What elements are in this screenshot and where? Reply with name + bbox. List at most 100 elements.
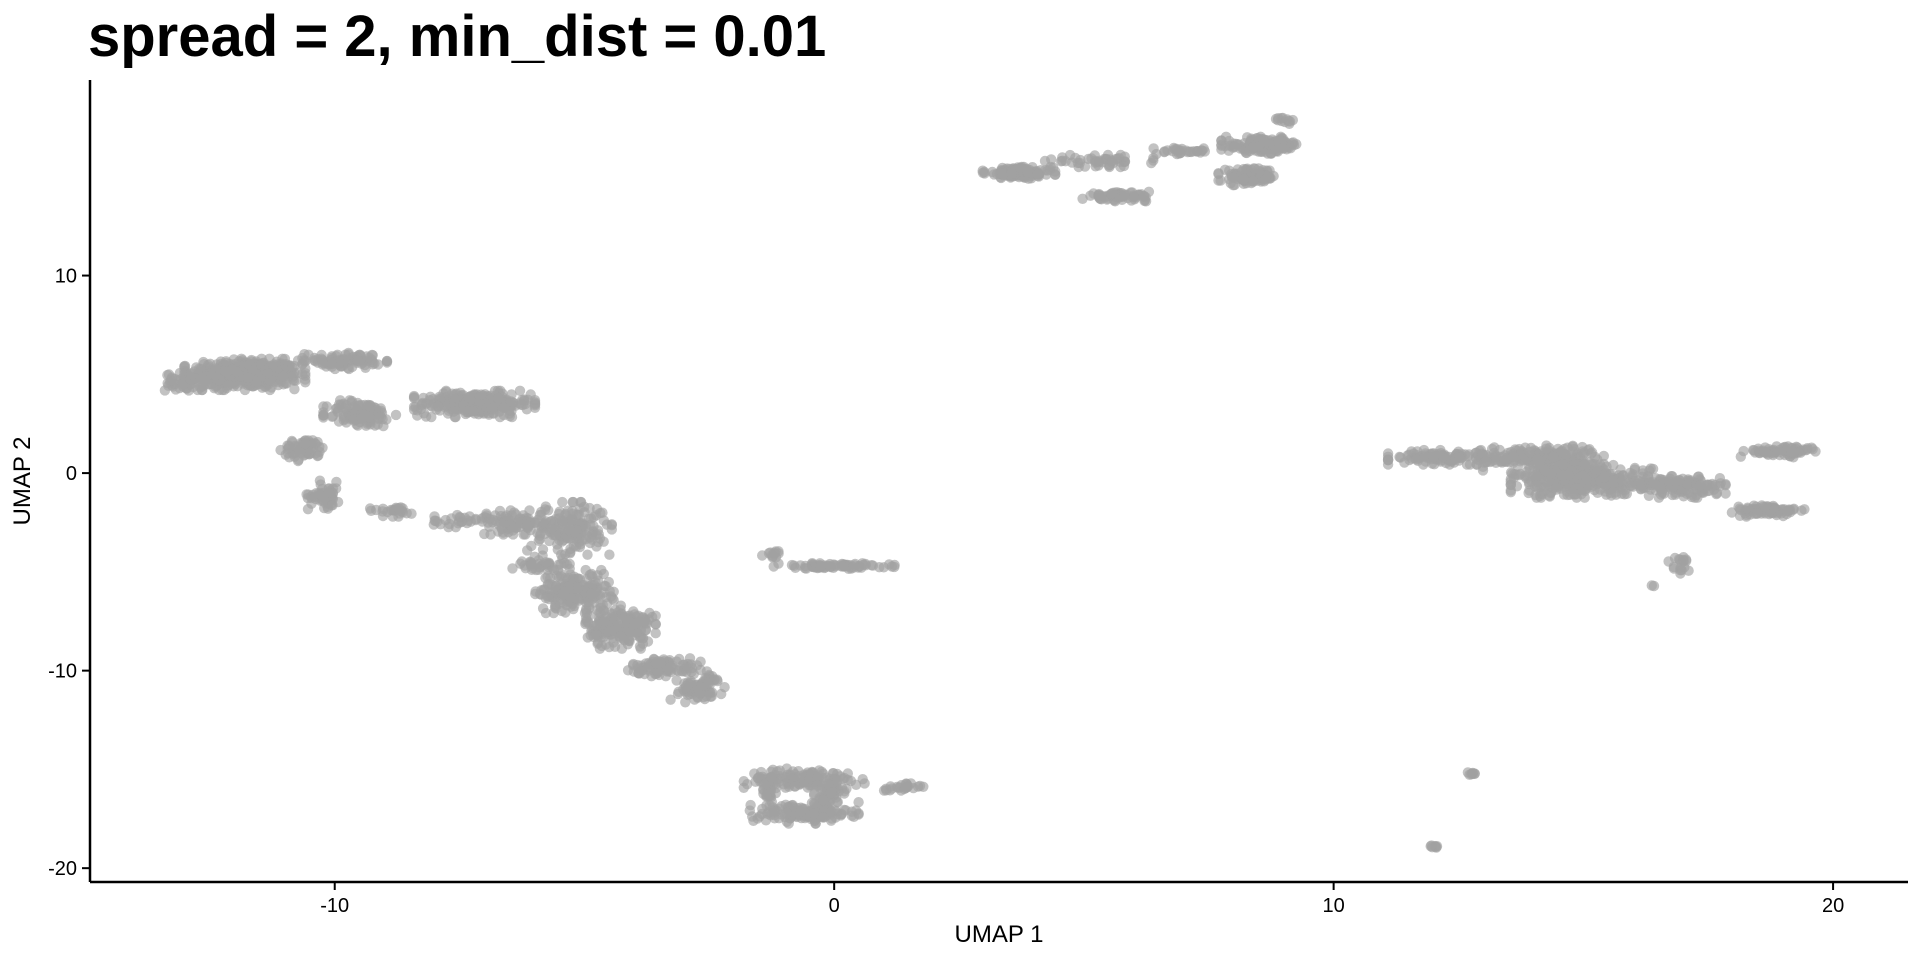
- data-point: [1489, 447, 1500, 459]
- data-point: [781, 807, 792, 819]
- data-point: [818, 794, 829, 806]
- data-point: [582, 616, 593, 627]
- x-axis-title: UMAP 1: [955, 921, 1044, 948]
- data-point: [848, 562, 859, 573]
- data-point: [326, 358, 337, 369]
- data-point: [1213, 175, 1224, 186]
- data-point: [1528, 460, 1539, 471]
- data-point: [537, 544, 549, 555]
- data-point: [997, 168, 1009, 180]
- x-tick-label: 10: [1323, 895, 1345, 917]
- data-point: [1618, 470, 1629, 481]
- data-point: [321, 401, 332, 412]
- data-point: [468, 406, 479, 417]
- data-point: [979, 166, 990, 178]
- data-point: [1270, 113, 1282, 125]
- data-point: [1425, 841, 1436, 852]
- data-point: [353, 400, 365, 411]
- data-point: [597, 507, 608, 518]
- data-point: [393, 503, 404, 514]
- data-point: [362, 399, 374, 411]
- data-point: [808, 808, 820, 819]
- data-point: [608, 595, 619, 606]
- data-point: [569, 527, 580, 538]
- data-point: [377, 506, 388, 517]
- data-point: [795, 806, 807, 817]
- data-point: [1481, 456, 1492, 467]
- data-point: [600, 592, 612, 603]
- data-point: [1682, 479, 1693, 490]
- data-point: [624, 627, 636, 638]
- data-point: [1505, 476, 1517, 487]
- data-point: [823, 779, 834, 790]
- data-point: [448, 406, 459, 417]
- data-point: [1734, 510, 1746, 521]
- data-point: [250, 376, 262, 388]
- data-point: [542, 571, 553, 582]
- data-point: [580, 530, 592, 541]
- data-point: [300, 377, 311, 388]
- data-point: [352, 420, 364, 431]
- data-point: [591, 620, 602, 631]
- data-point: [1264, 139, 1275, 150]
- data-point: [1648, 477, 1659, 488]
- data-point: [509, 507, 520, 518]
- data-point: [1683, 487, 1694, 498]
- data-point: [507, 563, 518, 574]
- data-point: [818, 812, 829, 823]
- x-tick-label: -10: [320, 895, 349, 917]
- y-tick-label: 0: [66, 463, 77, 485]
- data-point: [836, 561, 848, 572]
- data-point: [545, 523, 557, 534]
- data-point: [548, 564, 560, 576]
- data-point: [588, 511, 599, 523]
- data-point: [1077, 193, 1088, 204]
- data-point: [1625, 480, 1636, 491]
- data-point: [655, 656, 666, 668]
- data-point: [1557, 470, 1569, 481]
- data-point: [1411, 454, 1422, 465]
- data-point: [588, 631, 600, 643]
- data-point: [1759, 447, 1771, 458]
- data-point: [574, 573, 586, 585]
- data-point: [683, 679, 694, 690]
- data-point: [884, 785, 896, 796]
- data-point: [853, 808, 864, 819]
- data-point: [839, 804, 850, 816]
- data-point: [1462, 451, 1474, 462]
- data-point: [535, 527, 546, 539]
- data-point: [239, 384, 251, 396]
- data-point: [1461, 459, 1473, 470]
- data-point: [560, 549, 571, 560]
- data-point: [192, 384, 203, 396]
- data-point: [665, 694, 676, 705]
- data-point: [1545, 468, 1557, 479]
- data-point: [421, 398, 432, 409]
- data-point: [1128, 190, 1139, 201]
- data-point: [684, 653, 696, 664]
- y-tick-label: -10: [48, 661, 77, 683]
- data-point: [1249, 163, 1261, 174]
- data-point: [900, 782, 912, 794]
- data-point: [1118, 160, 1130, 172]
- data-point: [316, 349, 327, 361]
- data-point: [333, 416, 345, 427]
- data-point: [647, 611, 658, 623]
- data-point: [1786, 446, 1798, 457]
- data-point: [529, 400, 541, 411]
- data-point: [629, 618, 640, 630]
- data-point: [334, 358, 345, 369]
- data-point: [485, 529, 496, 540]
- data-point: [1032, 169, 1044, 180]
- data-point: [604, 641, 615, 653]
- data-point: [364, 352, 375, 363]
- data-point: [667, 662, 678, 673]
- data-point: [1568, 488, 1579, 500]
- data-point: [520, 398, 531, 410]
- data-point: [1216, 140, 1227, 151]
- data-point: [540, 557, 552, 568]
- data-point: [1248, 142, 1259, 153]
- data-point: [582, 549, 593, 560]
- data-point: [1581, 474, 1592, 485]
